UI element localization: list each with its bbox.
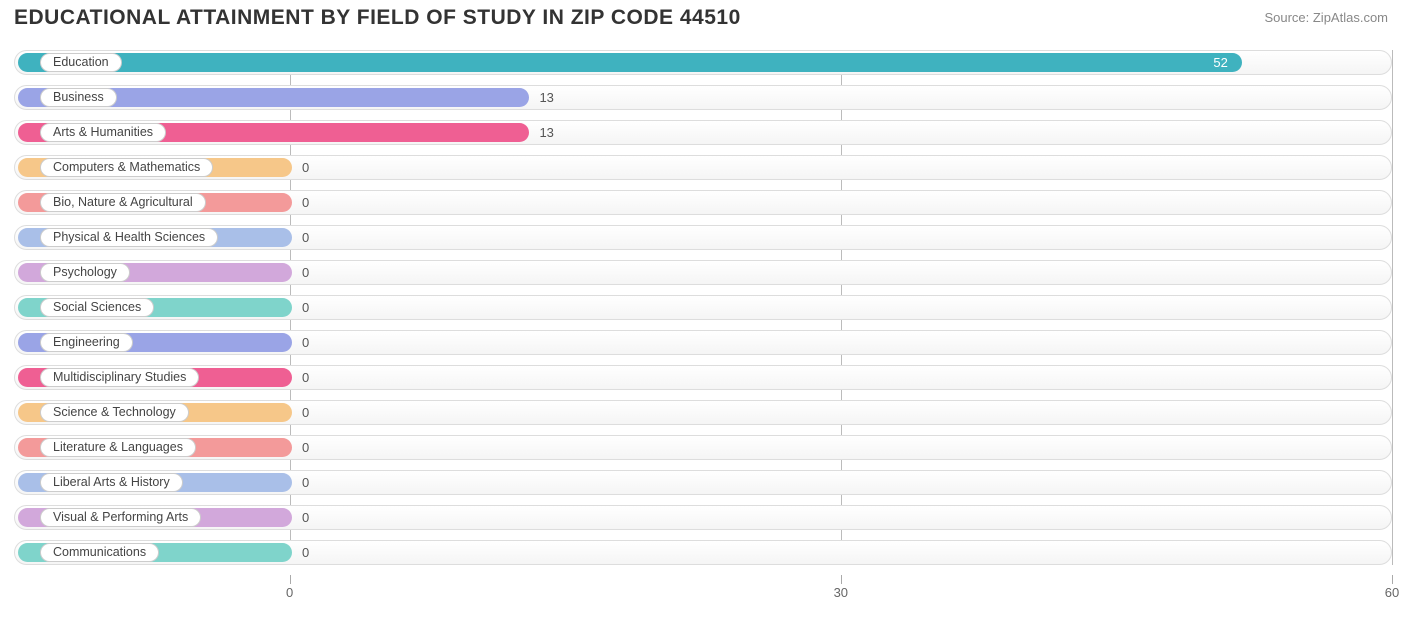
x-axis-track: 03060 (14, 575, 1392, 576)
category-pill-wrap: Liberal Arts & History (40, 475, 183, 490)
bar-track: Bio, Nature & Agricultural 0 (18, 193, 1388, 212)
category-label: Arts & Humanities (40, 123, 166, 142)
chart-row: Communications 0 (14, 540, 1392, 565)
axis-tick (1392, 575, 1393, 584)
axis-tick-label: 30 (834, 585, 848, 600)
chart-source: Source: ZipAtlas.com (1264, 10, 1388, 25)
value-label: 0 (292, 298, 309, 317)
bar-track: Computers & Mathematics 0 (18, 158, 1388, 177)
category-label: Visual & Performing Arts (40, 508, 201, 527)
axis-tick-label: 60 (1385, 585, 1399, 600)
category-pill-wrap: Communications (40, 545, 159, 560)
value-label: 0 (292, 228, 309, 247)
category-pill-wrap: Visual & Performing Arts (40, 510, 201, 525)
chart-row: Education 52 (14, 50, 1392, 75)
value-label: 0 (292, 403, 309, 422)
category-label: Social Sciences (40, 298, 154, 317)
bar-track: Literature & Languages 0 (18, 438, 1388, 457)
chart-row: Visual & Performing Arts 0 (14, 505, 1392, 530)
chart-row: Psychology 0 (14, 260, 1392, 285)
category-pill-wrap: Education (40, 55, 122, 70)
value-label: 0 (292, 333, 309, 352)
value-label: 0 (292, 368, 309, 387)
category-pill-wrap: Physical & Health Sciences (40, 230, 218, 245)
category-pill-wrap: Social Sciences (40, 300, 154, 315)
category-label: Communications (40, 543, 159, 562)
bar-track: Education 52 (18, 53, 1388, 72)
category-pill-wrap: Science & Technology (40, 405, 189, 420)
category-pill-wrap: Multidisciplinary Studies (40, 370, 199, 385)
category-pill-wrap: Business (40, 90, 117, 105)
chart-title: EDUCATIONAL ATTAINMENT BY FIELD OF STUDY… (14, 6, 741, 30)
axis-tick-label: 0 (286, 585, 293, 600)
chart-row: Science & Technology 0 (14, 400, 1392, 425)
bar-track: Science & Technology 0 (18, 403, 1388, 422)
chart-row: Physical & Health Sciences 0 (14, 225, 1392, 250)
chart-row: Liberal Arts & History 0 (14, 470, 1392, 495)
category-pill-wrap: Literature & Languages (40, 440, 196, 455)
category-label: Science & Technology (40, 403, 189, 422)
gridline (1392, 50, 1393, 565)
category-label: Psychology (40, 263, 130, 282)
category-label: Bio, Nature & Agricultural (40, 193, 206, 212)
value-label: 0 (292, 438, 309, 457)
chart-row: Literature & Languages 0 (14, 435, 1392, 460)
value-label: 0 (292, 473, 309, 492)
category-pill-wrap: Engineering (40, 335, 133, 350)
chart-row: Arts & Humanities 13 (14, 120, 1392, 145)
category-label: Education (40, 53, 122, 72)
category-pill-wrap: Arts & Humanities (40, 125, 166, 140)
category-label: Physical & Health Sciences (40, 228, 218, 247)
value-label: 13 (529, 123, 553, 142)
bar-track: Psychology 0 (18, 263, 1388, 282)
chart-rows: Education 52 Business 13 Arts & Humanities 13… (14, 50, 1392, 565)
category-label: Liberal Arts & History (40, 473, 183, 492)
bar-track: Visual & Performing Arts 0 (18, 508, 1388, 527)
chart-area: Education 52 Business 13 Arts & Humanities 13… (0, 38, 1406, 565)
value-label: 52 (1213, 53, 1241, 72)
category-label: Multidisciplinary Studies (40, 368, 199, 387)
bar-track: Physical & Health Sciences 0 (18, 228, 1388, 247)
bar-track: Multidisciplinary Studies 0 (18, 368, 1388, 387)
chart-row: Computers & Mathematics 0 (14, 155, 1392, 180)
value-label: 0 (292, 263, 309, 282)
chart-header: EDUCATIONAL ATTAINMENT BY FIELD OF STUDY… (0, 0, 1406, 38)
category-label: Computers & Mathematics (40, 158, 213, 177)
value-label: 0 (292, 158, 309, 177)
chart-row: Social Sciences 0 (14, 295, 1392, 320)
value-label: 0 (292, 193, 309, 212)
bar-track: Arts & Humanities 13 (18, 123, 1388, 142)
x-axis: 03060 (14, 575, 1392, 605)
chart-row: Multidisciplinary Studies 0 (14, 365, 1392, 390)
bar-track: Business 13 (18, 88, 1388, 107)
bar (18, 53, 1242, 72)
category-label: Business (40, 88, 117, 107)
value-label: 0 (292, 543, 309, 562)
chart-row: Engineering 0 (14, 330, 1392, 355)
axis-tick (290, 575, 291, 584)
bar-track: Social Sciences 0 (18, 298, 1388, 317)
axis-tick (841, 575, 842, 584)
bar-track: Engineering 0 (18, 333, 1388, 352)
bar-track: Communications 0 (18, 543, 1388, 562)
category-label: Engineering (40, 333, 133, 352)
value-label: 13 (529, 88, 553, 107)
bar-track: Liberal Arts & History 0 (18, 473, 1388, 492)
chart-row: Bio, Nature & Agricultural 0 (14, 190, 1392, 215)
value-label: 0 (292, 508, 309, 527)
category-pill-wrap: Computers & Mathematics (40, 160, 213, 175)
category-label: Literature & Languages (40, 438, 196, 457)
chart-row: Business 13 (14, 85, 1392, 110)
category-pill-wrap: Psychology (40, 265, 130, 280)
category-pill-wrap: Bio, Nature & Agricultural (40, 195, 206, 210)
